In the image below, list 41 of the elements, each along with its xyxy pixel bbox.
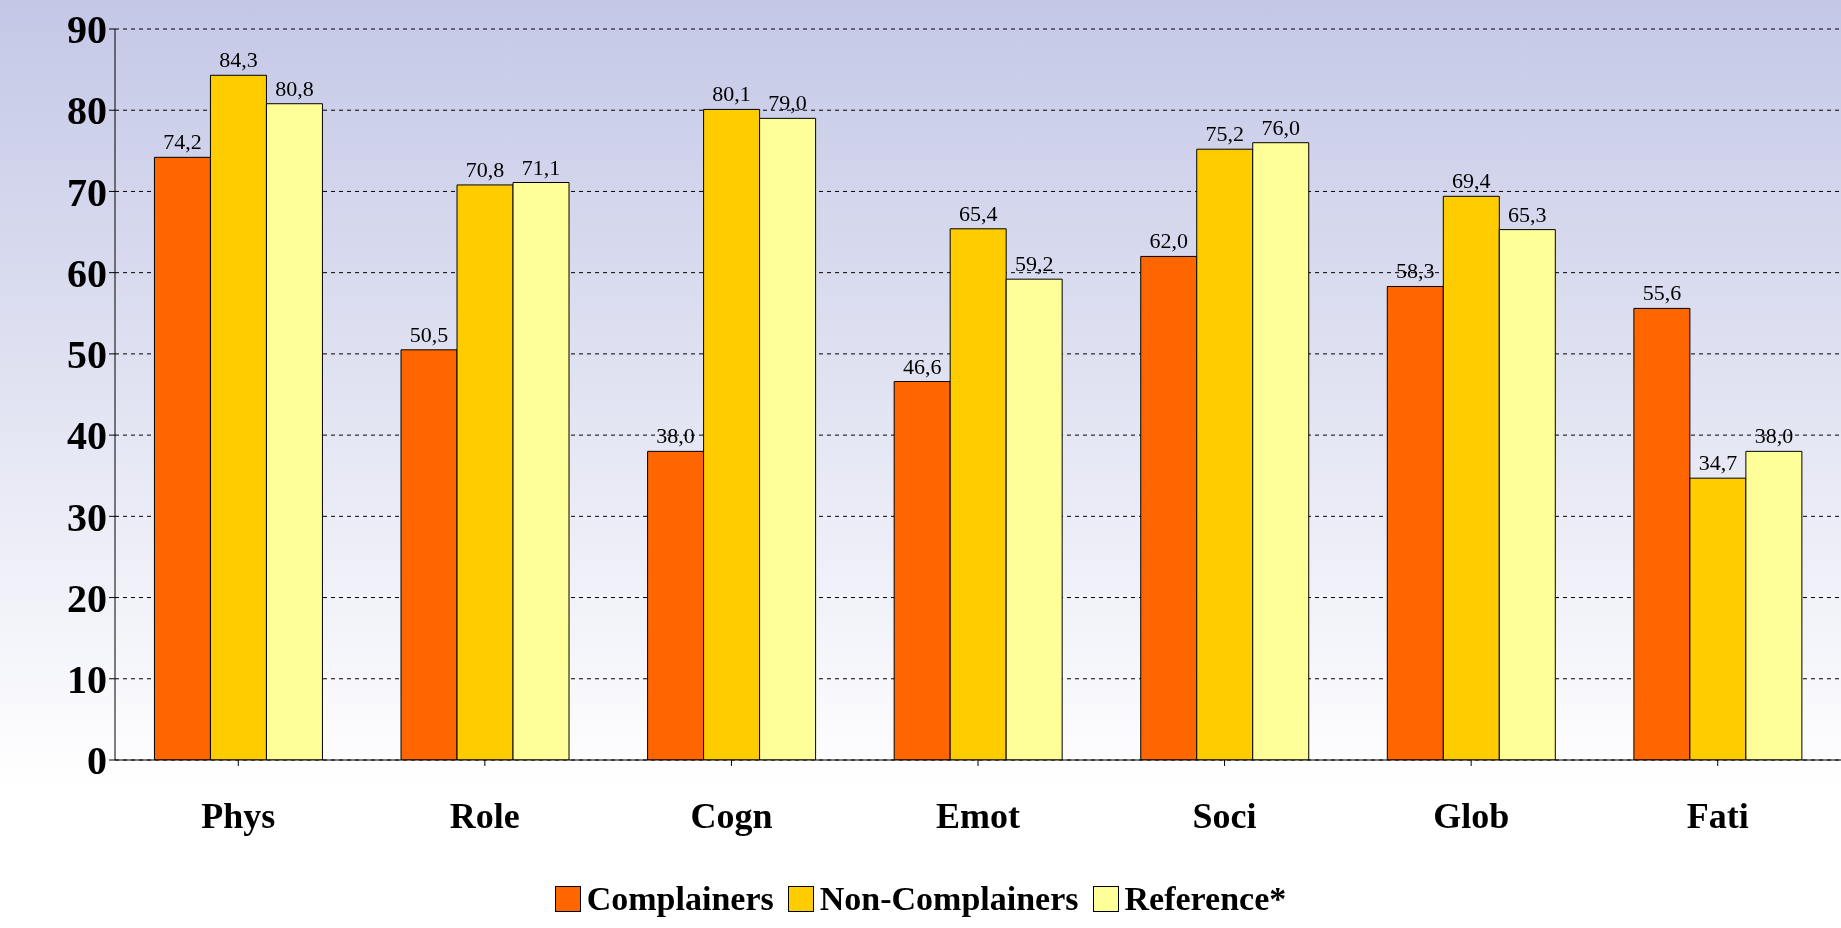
data-label: 80,1 — [712, 81, 751, 107]
data-label: 84,3 — [219, 47, 258, 73]
y-tick-label: 50 — [67, 332, 107, 378]
data-label: 74,2 — [163, 129, 202, 155]
x-tick-label: Cogn — [690, 795, 773, 836]
data-label: 65,3 — [1508, 201, 1547, 227]
y-tick-label: 0 — [87, 738, 107, 784]
y-tick-label: 30 — [67, 494, 107, 540]
x-tick-label: Soci — [1192, 795, 1257, 836]
x-tick-label: Phys — [201, 795, 276, 836]
y-tick-label: 20 — [67, 575, 107, 621]
data-label: 69,4 — [1452, 168, 1491, 194]
data-label: 80,8 — [275, 75, 314, 101]
y-tick-label: 60 — [67, 250, 107, 296]
data-label: 62,0 — [1149, 228, 1188, 254]
data-label: 38,0 — [656, 423, 695, 449]
data-label: 38,0 — [1754, 423, 1794, 449]
data-label: 70,8 — [465, 156, 505, 182]
legend-label: Complainers — [586, 880, 774, 918]
data-label: 59,2 — [1014, 251, 1054, 277]
x-tick-label: Role — [449, 795, 520, 836]
legend-label: Reference* — [1124, 880, 1287, 918]
x-tick-label: Glob — [1433, 795, 1510, 836]
y-tick-label: 80 — [67, 88, 107, 134]
data-label: 65,4 — [958, 200, 998, 226]
data-label: 58,3 — [1396, 258, 1435, 284]
y-tick-label: 70 — [67, 169, 107, 215]
y-tick-label: 10 — [67, 656, 107, 702]
data-label: 79,0 — [768, 90, 807, 116]
data-label: 75,2 — [1205, 121, 1244, 147]
data-label: 34,7 — [1698, 450, 1738, 476]
data-label: 71,1 — [521, 154, 561, 180]
y-tick-label: 40 — [67, 413, 107, 459]
data-label: 76,0 — [1261, 114, 1300, 140]
y-tick-label: 90 — [67, 7, 107, 53]
data-label: 46,6 — [902, 353, 942, 379]
data-label: 50,5 — [409, 321, 449, 347]
legend-label: Non-Complainers — [819, 880, 1079, 918]
x-tick-label: Fati — [1686, 795, 1749, 836]
data-label: 55,6 — [1642, 280, 1682, 306]
x-tick-label: Emot — [936, 795, 1020, 836]
